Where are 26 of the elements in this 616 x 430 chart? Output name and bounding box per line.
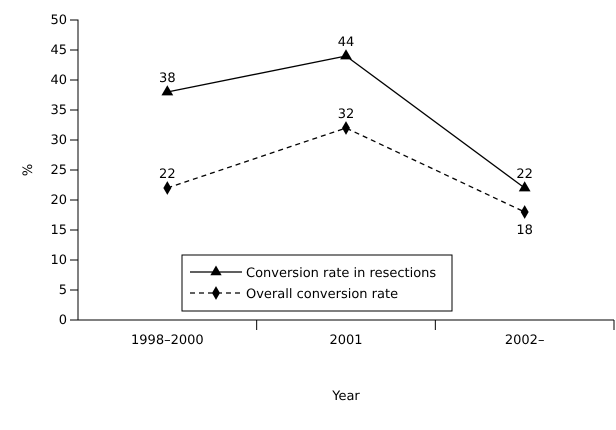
y-tick-label: 35	[50, 103, 67, 118]
data-label: 44	[338, 35, 354, 50]
legend-label: Conversion rate in resections	[246, 266, 436, 281]
y-tick-label: 5	[58, 283, 67, 298]
x-tick-label: 2001	[329, 332, 363, 348]
y-axis-title: %	[21, 164, 36, 176]
y-tick-label: 45	[50, 43, 67, 58]
point	[161, 85, 174, 96]
data-label: 22	[159, 167, 176, 182]
data-label: 18	[516, 223, 533, 238]
point	[340, 49, 352, 60]
y-tick-label: 15	[50, 223, 67, 238]
y-tick-label: 30	[50, 133, 67, 148]
legend-label: Overall conversion rate	[246, 287, 398, 302]
y-tick-label: 50	[50, 13, 67, 28]
x-axis-title: Year	[331, 389, 360, 404]
y-tick-label: 0	[58, 313, 67, 328]
data-label: 22	[516, 167, 533, 182]
y-tick-label: 40	[50, 73, 67, 88]
data-label: 38	[159, 71, 176, 86]
y-tick-label: 20	[50, 193, 67, 208]
y-tick-label: 25	[50, 163, 67, 178]
x-tick-label: 2002–	[504, 332, 544, 348]
y-tick-label: 10	[50, 253, 67, 268]
x-tick-label: 1998–2000	[130, 332, 204, 348]
data-label: 32	[338, 107, 354, 122]
